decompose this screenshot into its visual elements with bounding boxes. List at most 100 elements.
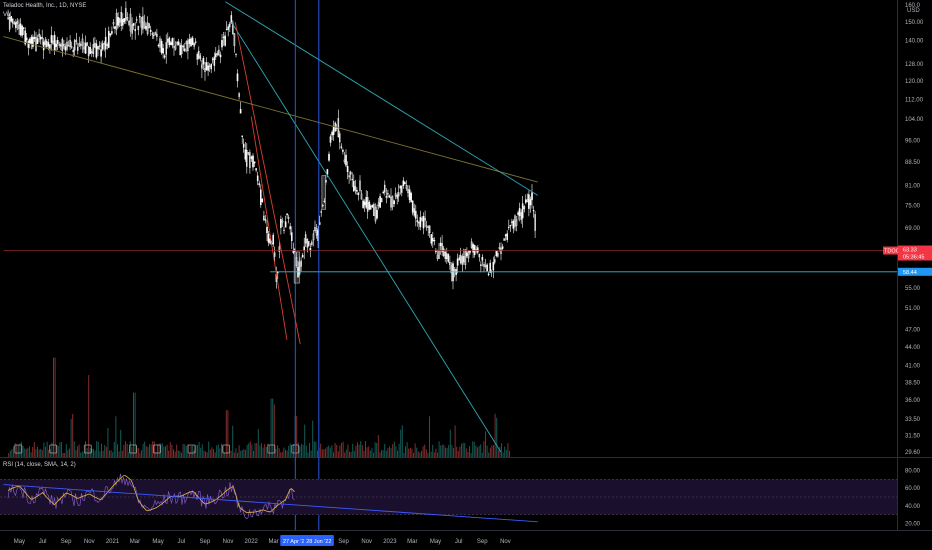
volume-bar [462,442,464,457]
volume-bar [419,452,421,457]
volume-bar [390,448,392,457]
volume-bar [69,448,70,457]
candle-body [458,257,461,261]
time-tick-label: 2021 [106,539,120,545]
candle-body [425,225,428,228]
candle-body [289,226,292,230]
candle-body [281,220,284,223]
candle-body [221,40,223,48]
candle-body [41,37,43,39]
volume-bar [11,449,13,457]
candle-body [379,196,381,208]
candle-body [370,205,372,210]
volume-bar [99,451,101,457]
volume-bar [80,452,82,457]
candle-body [520,212,522,220]
candle-body [239,109,242,114]
candle-body [459,255,462,264]
candle-body [371,205,374,208]
volume-bar [150,444,152,457]
candle-body [450,265,453,274]
candle-body [222,36,225,39]
volume-bar [350,451,352,457]
earnings-marker [83,444,92,454]
time-tick-label: Sep [199,539,210,545]
candle-body [214,53,217,58]
volume-bar [158,443,160,457]
volume-bar [201,444,203,457]
volume-bar [422,446,424,457]
volume-bar [168,450,170,457]
price-tick-label: 33.50 [905,417,921,423]
candle-body [391,196,394,208]
volume-bar [169,442,171,457]
volume-bar [464,443,466,457]
volume-bar [232,425,234,457]
candle-body [83,46,85,50]
volume-bar [312,420,314,457]
candle-body [69,40,71,47]
candle-body [264,219,267,221]
volume-bar [203,450,205,457]
volume-bar [225,410,227,457]
volume-bar [65,444,67,457]
candle-body [416,220,419,222]
candle-body [349,171,352,175]
volume-bar [19,443,21,457]
volume-bar [411,448,413,457]
volume-bar [118,451,120,457]
price-tick-label: 88.50 [905,160,921,166]
candle-body [205,62,208,71]
volume-bar [216,445,218,457]
volume-bar [91,448,93,457]
volume-bar [502,452,504,457]
volume-bar [454,425,456,457]
candle-body [308,241,310,246]
volume-bar [353,451,355,457]
volume-bar [43,442,45,457]
candle-body [210,63,213,70]
candle-body [267,233,270,243]
candle-body [238,93,240,97]
candle-body [286,213,288,216]
candle-body [115,12,118,30]
candle-body [18,24,20,29]
candle-body [353,180,355,192]
price-tick-label: 128.00 [905,62,924,68]
volume-bar [185,445,187,457]
volume-bar [398,443,400,457]
volume-bar [305,445,307,457]
candle-body [86,42,88,46]
candle-body [55,43,57,47]
candle-body [219,54,222,58]
earnings-marker [222,444,231,454]
candle-body [287,217,290,219]
candle-body [27,41,30,48]
volume-bar [269,445,270,457]
price-tick-label: 51.00 [905,306,921,312]
candle-body [481,257,484,261]
candle-body [103,43,105,45]
volume-bar [161,443,163,457]
candle-body [196,54,199,60]
candle-body [427,226,430,228]
candle-body [224,35,226,46]
volume-bar [310,450,312,457]
volume-bar [299,446,301,457]
volume-bar [137,448,139,457]
volume-bar [286,450,288,457]
volume-bar [304,424,306,457]
candle-body [436,254,439,259]
chart-title: Teladoc Health, Inc., 1D, NYSE [3,3,87,9]
volume-bar [248,443,250,457]
volume-bar [16,444,18,457]
candle-body [134,29,137,32]
volume-bar [48,450,50,457]
candle-body [94,42,96,48]
volume-bar [102,450,104,457]
candle-body [418,221,420,224]
volume-bar [246,444,248,457]
time-tick-label: Nov [361,539,372,545]
volume-bar [64,453,66,457]
